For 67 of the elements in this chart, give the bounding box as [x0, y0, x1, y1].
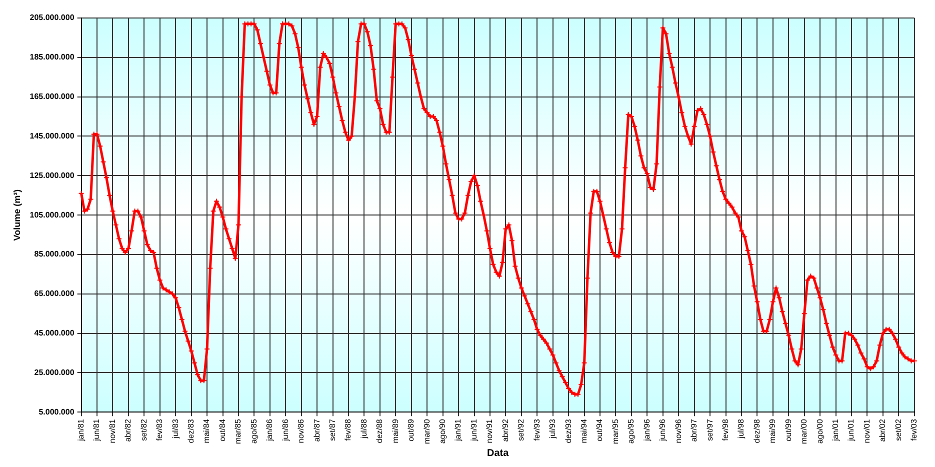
- y-tick-label: 45.000.000: [34, 328, 75, 338]
- y-tick-label: 205.000.000: [30, 13, 75, 22]
- x-tick-label: jun/81: [92, 418, 102, 442]
- x-tick-label: mar/90: [422, 418, 432, 444]
- y-tick-label: 185.000.000: [30, 52, 75, 62]
- y-tick-label: 165.000.000: [30, 92, 75, 102]
- x-tick-label: nov/86: [296, 418, 306, 444]
- x-tick-label: mai/89: [390, 418, 400, 444]
- x-tick-label: jun/01: [846, 418, 856, 442]
- x-tick-label: abr/92: [500, 418, 510, 442]
- x-tick-label: out/94: [595, 418, 604, 442]
- x-tick-label: jan/86: [265, 418, 274, 442]
- x-tick-label: jun/96: [658, 418, 668, 442]
- x-tick-label: abr/02: [878, 418, 888, 442]
- x-tick-label: ago/90: [438, 418, 448, 444]
- x-tick-label: nov/91: [485, 418, 494, 444]
- x-tick-label: ago/85: [249, 418, 258, 444]
- y-tick-label: 125.000.000: [30, 170, 75, 180]
- x-tick-label: dez/93: [564, 418, 573, 444]
- x-tick-label: dez/98: [752, 418, 762, 444]
- x-tick-label: mar/95: [610, 418, 620, 444]
- y-axis-title: Volume (m³): [12, 189, 22, 241]
- x-tick-label: mar/00: [800, 418, 809, 444]
- x-tick-label: mar/85: [234, 418, 243, 444]
- x-tick-label: jul/83: [170, 418, 180, 440]
- x-tick-label: set/97: [705, 418, 714, 441]
- x-tick-label: abr/97: [690, 418, 699, 442]
- x-tick-label: nov/81: [108, 418, 117, 444]
- y-tick-label: 145.000.000: [30, 131, 75, 140]
- x-tick-label: ago/00: [815, 418, 824, 444]
- y-tick-label: 105.000.000: [30, 210, 75, 220]
- x-axis-title: Data: [487, 448, 510, 459]
- x-tick-label: fev/88: [344, 418, 353, 441]
- x-tick-label: fev/83: [155, 418, 164, 441]
- x-tick-label: fev/98: [720, 418, 730, 441]
- x-tick-label: mai/84: [202, 418, 212, 444]
- x-tick-label: abr/87: [312, 418, 322, 442]
- x-tick-label: out/89: [406, 418, 416, 442]
- x-tick-label: fev/93: [532, 418, 542, 441]
- x-tick-label: dez/83: [186, 418, 196, 444]
- x-tick-label: abr/82: [124, 418, 133, 442]
- x-tick-label: jul/98: [736, 418, 746, 440]
- y-tick-label: 65.000.000: [34, 289, 75, 298]
- x-tick-label: jul/88: [359, 418, 368, 440]
- x-tick-label: set/92: [516, 418, 526, 441]
- x-tick-label: set/02: [894, 418, 903, 441]
- x-tick-label: jan/91: [454, 418, 463, 442]
- x-tick-label: jan/96: [642, 418, 652, 442]
- x-tick-label: set/82: [139, 418, 148, 441]
- y-tick-label: 25.000.000: [34, 368, 75, 377]
- x-tick-label: set/87: [328, 418, 337, 441]
- x-tick-label: jul/93: [548, 418, 558, 440]
- x-tick-label: jan/01: [831, 418, 840, 442]
- x-tick-label: mai/94: [580, 418, 588, 444]
- y-tick-label: 85.000.000: [34, 250, 75, 259]
- x-tick-label: dez/88: [375, 418, 384, 444]
- x-tick-label: jan/81: [76, 418, 86, 442]
- x-tick-label: out/99: [784, 418, 793, 442]
- x-tick-label: nov/96: [674, 418, 683, 444]
- x-tick-label: ago/95: [626, 418, 636, 444]
- x-tick-label: fev/03: [910, 418, 919, 441]
- x-tick-label: jun/86: [280, 418, 290, 442]
- x-tick-label: mai/99: [768, 418, 778, 444]
- y-tick-label: 5.000.000: [38, 407, 75, 416]
- x-tick-label: out/84: [218, 418, 227, 442]
- x-tick-label: jun/91: [469, 418, 478, 442]
- x-tick-label: nov/01: [862, 418, 872, 444]
